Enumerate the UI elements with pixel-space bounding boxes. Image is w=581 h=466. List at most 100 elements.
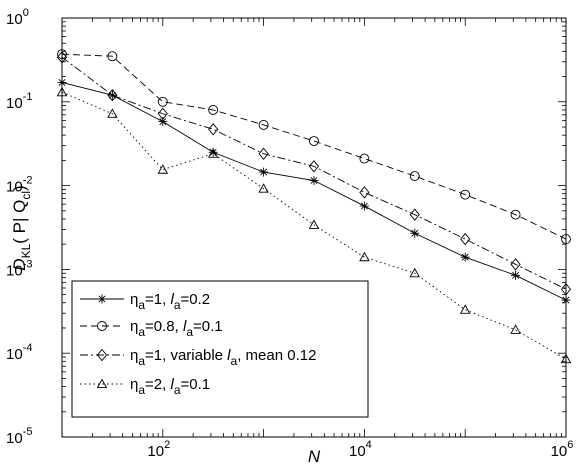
legend-label-part: =1, variable [145,347,227,364]
star-marker-stroke [562,296,570,304]
legend-label-part: a [231,354,238,368]
data-point [510,209,521,220]
data-point [107,51,118,62]
legend-label-part: l [170,291,174,308]
y-tick-label-exp: -3 [23,258,33,270]
y-tick-label-exp: 0 [23,7,29,19]
data-point [308,160,320,173]
data-point [511,270,521,280]
legend-label-part: a [138,298,145,312]
x-tick-label-exp: 4 [366,439,372,451]
y-tick-label: 100 [6,7,29,28]
legend-marker-1 [97,294,107,304]
data-point [207,148,219,158]
data-point [57,49,67,60]
data-point [459,304,471,314]
data-point [359,201,369,211]
triangle-marker [207,148,219,158]
circle-marker [57,49,67,60]
legend-label-part: l [183,318,187,335]
star-marker-stroke [159,118,167,126]
data-point [510,258,521,271]
legend-label-part: η [130,347,138,364]
y-tick-label-base: 10 [6,346,23,363]
legend-label-part: a [186,325,193,339]
diamond-marker [258,147,269,160]
y-tick-label: 10-4 [6,342,32,363]
series-2 [57,49,571,245]
series-3-line [61,56,567,290]
data-point [157,96,168,107]
circle-marker [510,209,521,220]
x-axis-title: N [308,447,321,466]
x-tick-label: 106 [551,439,574,460]
axis-ticks [61,18,566,438]
legend-label-2: ηa=0.8, la=0.1 [130,318,223,339]
data-point [208,123,219,136]
circle-marker [309,136,319,147]
diamond-marker [359,186,370,199]
data-point [359,251,370,262]
data-point [460,189,471,200]
triangle-marker [157,164,169,174]
data-point [56,86,68,97]
legend-label-part: l [227,347,231,364]
diamond-marker [308,160,320,173]
triangle-marker [308,219,320,229]
y-tick-label: 10-1 [6,91,32,112]
star-marker-stroke [411,229,419,237]
legend-label-part: , mean 0.12 [237,347,316,364]
y-axis-title-end: ) [10,185,29,191]
legend-label-3: ηa=1, variable la, mean 0.12 [130,347,316,368]
diamond-marker [409,208,420,221]
circle-marker [107,51,118,62]
data-point [258,183,269,193]
y-tick-label-base: 10 [6,95,23,112]
data-point [258,119,269,130]
y-tick-label-base: 10 [6,262,23,279]
y-axis-title-mid: ( P| Q [10,200,29,244]
series-2-line [61,53,567,240]
legend-label-part: a [174,298,181,312]
data-point [308,219,320,229]
star-marker-stroke [310,177,318,184]
legend-marker-3 [96,348,108,362]
legend-box [71,280,369,418]
triangle-marker [107,108,118,118]
y-axis-title-sub2: cl [19,191,33,200]
x-tick-label-exp: 2 [164,439,170,451]
circle-marker [359,153,370,164]
y-tick-label-exp: -5 [23,426,33,438]
legend-marker-4 [96,378,108,389]
data-point [560,283,572,296]
star-marker-stroke [461,253,469,261]
star-marker-stroke [98,295,106,303]
diamond-marker [208,123,219,136]
legend-label-4: ηa=2, la=0.1 [130,376,210,397]
data-point [409,171,420,182]
triangle-marker [510,324,521,334]
data-point [309,136,319,147]
star-marker-stroke [108,91,116,99]
data-point [208,104,219,115]
legend-label-part: =0.1 [193,318,223,335]
triangle-marker [96,378,108,389]
legend-marker-2 [97,321,107,331]
y-tick-label: 10-3 [6,258,32,279]
x-tick-label: 102 [147,439,170,460]
circle-marker [97,321,107,331]
star-marker-stroke [58,79,66,86]
diamond-marker [96,348,108,362]
x-tick-label-base: 10 [147,443,164,460]
legend-label-part: η [130,291,138,308]
y-tick-label-base: 10 [6,179,23,196]
legend-label-part: a [138,325,145,339]
data-point [57,77,67,87]
circle-marker [258,119,269,130]
x-tick-label-exp: 6 [567,439,573,451]
x-tick-label-base: 10 [551,443,568,460]
circle-marker [157,96,168,107]
star-marker-stroke [512,271,520,279]
diamond-marker [510,258,521,271]
